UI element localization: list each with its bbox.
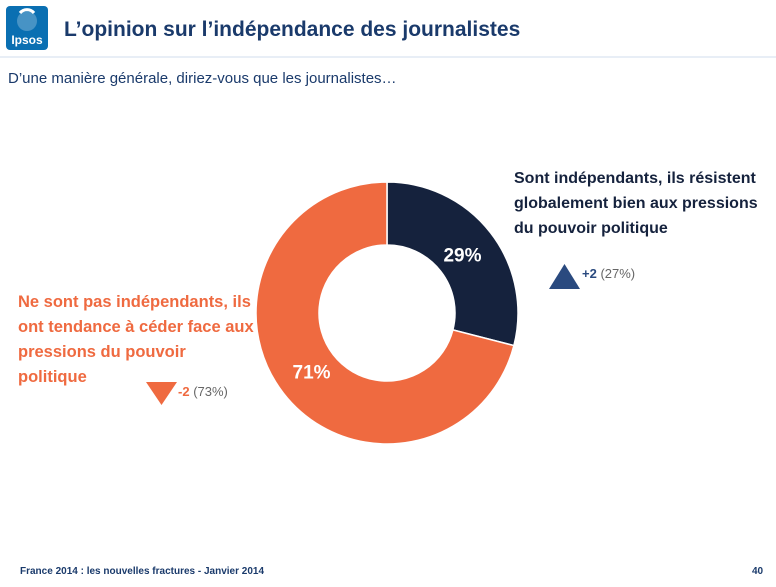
page-number: 40 (752, 566, 764, 577)
logo-text: Ipsos (11, 33, 43, 47)
ipsos-logo: Ipsos (6, 6, 48, 50)
donut-slice-1 (255, 181, 515, 445)
question-subtitle: D’une manière générale, diriez-vous que … (8, 70, 397, 87)
previous-value: (73%) (193, 384, 228, 399)
title-divider (0, 56, 776, 58)
slice-value-label-0: 29% (443, 245, 481, 266)
page-title: L’opinion sur l’indépendance des journal… (64, 18, 521, 41)
legend-label-independent: Sont indépendants, ils résistent globale… (514, 170, 758, 237)
change-independent: +2 (27%) (582, 266, 635, 281)
change-not-independent: -2 (73%) (178, 384, 228, 399)
slice-value-label-1: 71% (293, 363, 331, 384)
down-triangle-icon (146, 382, 177, 405)
change-value: +2 (582, 266, 597, 281)
donut-slice-0 (386, 181, 519, 347)
previous-value: (27%) (600, 266, 636, 281)
legend-label-not-independent: Ne sont pas indépendants, ils ont tendan… (18, 293, 254, 386)
up-triangle-icon (549, 264, 580, 289)
footer-source: France 2014 : les nouvelles fractures - … (20, 566, 265, 577)
change-value: -2 (178, 384, 190, 399)
